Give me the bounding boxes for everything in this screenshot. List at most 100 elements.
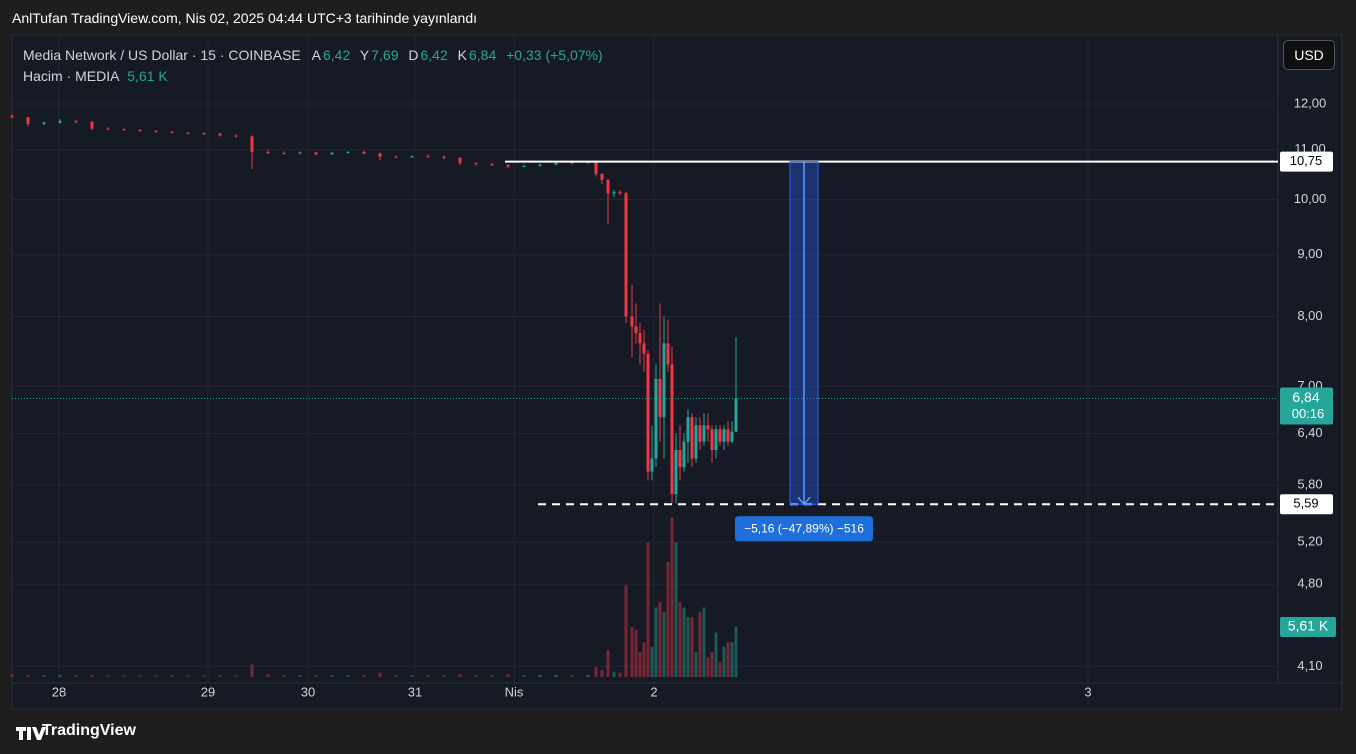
candle-body xyxy=(606,180,610,194)
candle-body xyxy=(678,450,682,468)
volume-bar xyxy=(654,607,658,677)
candle-body xyxy=(654,378,658,459)
candle-body xyxy=(218,133,222,136)
legend-change: +0,33 (+5,07%) xyxy=(506,47,603,63)
x-tick-label: 30 xyxy=(301,684,315,699)
legend-value: 6,42 xyxy=(323,47,351,63)
volume-bar xyxy=(698,611,702,677)
candle-body xyxy=(682,441,686,468)
volume-bar xyxy=(218,675,222,677)
y-tick-label: 5,80 xyxy=(1297,476,1322,491)
price-tag xyxy=(1280,494,1333,515)
volume-bar xyxy=(730,642,734,677)
candle-body xyxy=(122,129,126,131)
candle-body xyxy=(26,117,30,125)
candle-body xyxy=(730,431,734,442)
volume-bar xyxy=(58,674,62,677)
candle-body xyxy=(74,120,78,122)
candle-body xyxy=(506,165,510,167)
countdown-label: 00:16 xyxy=(1292,406,1325,421)
volume-bar xyxy=(650,646,654,677)
candle-body xyxy=(362,152,366,154)
y-tick-label: 9,00 xyxy=(1297,246,1322,261)
y-tick-label: 4,80 xyxy=(1297,576,1322,591)
candle-body xyxy=(154,130,158,132)
candle-body xyxy=(624,193,628,317)
volume-tag xyxy=(1280,616,1336,637)
symbol: Media Network / US Dollar · 15 · COINBAS… xyxy=(23,47,301,63)
volume-bar xyxy=(506,674,510,677)
x-tick-label: 31 xyxy=(408,684,422,699)
candle-body xyxy=(722,429,726,442)
candle-body xyxy=(686,417,690,442)
volume-bar xyxy=(702,607,706,677)
candle-body xyxy=(330,152,334,155)
volume-bar xyxy=(634,629,638,677)
volume-bar xyxy=(586,674,590,677)
candle-body xyxy=(670,364,674,495)
volume-bar xyxy=(670,517,674,677)
volume-bar xyxy=(554,674,558,677)
published-note: AnlTufan TradingView.com, Nis 02, 2025 0… xyxy=(12,10,477,26)
candle-body xyxy=(538,164,542,167)
legend: Media Network / US Dollar · 15 · COINBAS… xyxy=(23,45,609,87)
volume-bar xyxy=(346,675,350,677)
volume-bar xyxy=(690,617,694,677)
volume-bar xyxy=(122,675,126,677)
candle-body xyxy=(618,191,622,194)
volume-bar xyxy=(90,674,94,677)
candle-body xyxy=(714,429,718,451)
volume-bar xyxy=(154,675,158,677)
candle-body xyxy=(662,343,666,418)
currency-button[interactable]: USD xyxy=(1283,40,1335,70)
volume-bar xyxy=(410,675,414,677)
candle-body xyxy=(694,425,698,459)
candle-body xyxy=(378,153,382,157)
candle-body xyxy=(442,156,446,158)
volume-bar xyxy=(600,669,604,677)
x-tick-label: 28 xyxy=(52,684,66,699)
volume-bar xyxy=(282,675,286,677)
candle-body xyxy=(138,129,142,131)
candle-body xyxy=(426,156,430,158)
volume-bar xyxy=(630,627,634,677)
y-tick-label: 12,00 xyxy=(1294,95,1327,110)
candle-body xyxy=(90,121,94,129)
volume-bar xyxy=(266,674,270,677)
y-tick-label: 10,00 xyxy=(1294,191,1327,206)
y-tick-label: 5,20 xyxy=(1297,534,1322,549)
candle-body xyxy=(490,164,494,166)
volume-bar xyxy=(314,675,318,677)
candle-body xyxy=(458,157,462,164)
volume-bar xyxy=(612,671,616,677)
volume-name: Hacim · MEDIA xyxy=(23,68,120,84)
volume-bar xyxy=(726,642,730,677)
candle-body xyxy=(600,173,604,181)
candle-body xyxy=(58,120,62,123)
candle-body xyxy=(186,132,190,134)
volume-bar xyxy=(662,611,666,677)
volume-bar xyxy=(678,602,682,677)
y-tick-label: 8,00 xyxy=(1297,308,1322,323)
volume-value: 5,61 K xyxy=(127,68,168,84)
volume-bar xyxy=(42,675,46,677)
candle-body xyxy=(646,353,650,472)
volume-bar xyxy=(682,607,686,677)
volume-bar xyxy=(734,626,738,677)
volume-bar xyxy=(378,672,382,677)
measure-arrow-head xyxy=(797,496,811,506)
candle-body xyxy=(630,316,634,327)
volume-bar xyxy=(594,667,598,677)
measure-label: −5,16 (−47,89%) −516 xyxy=(744,521,864,535)
volume-bar xyxy=(646,542,650,677)
logo-icon xyxy=(16,727,46,740)
volume-bar xyxy=(138,675,142,677)
candle-body xyxy=(594,162,598,174)
volume-bar xyxy=(642,642,646,677)
volume-bar xyxy=(426,675,430,677)
volume-bar xyxy=(298,675,302,677)
price-tag-label: 5,59 xyxy=(1293,496,1318,511)
candle-body xyxy=(170,131,174,133)
